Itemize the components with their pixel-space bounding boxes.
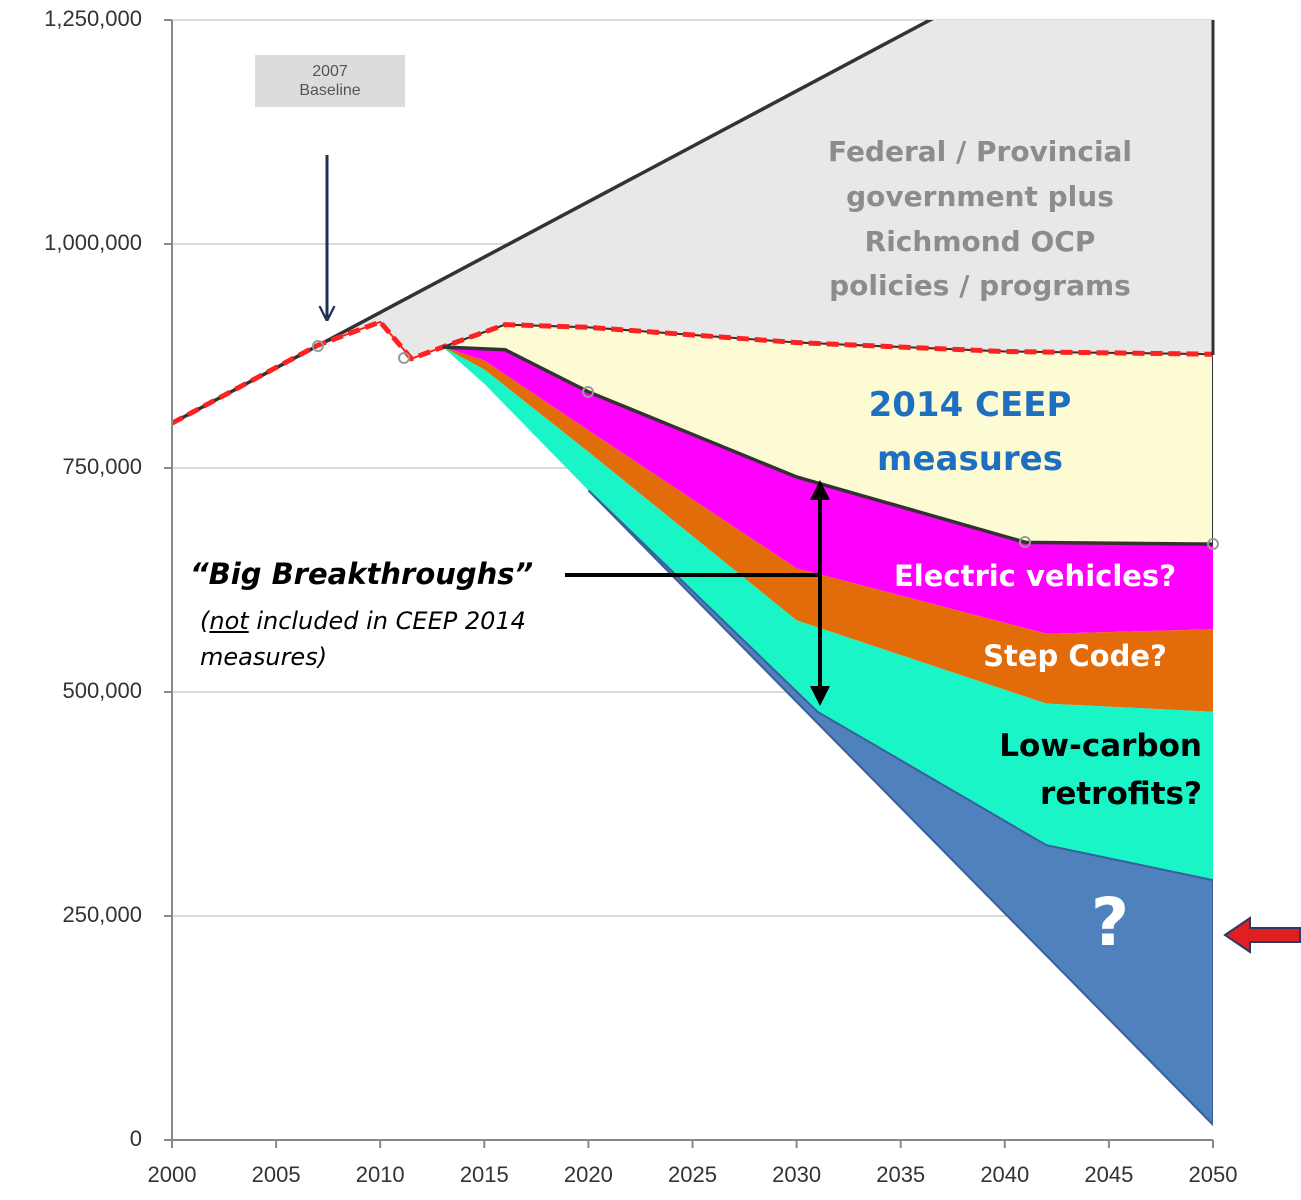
x-tick-label: 2030 [772,1162,821,1187]
note-part: included in CEEP 2014 measures) [200,607,526,671]
pointer-arrow [1223,916,1301,954]
band [587,489,1213,1127]
marker [312,340,324,352]
y-tick-label: 0 [130,1126,142,1151]
band-label: ? [1090,884,1130,961]
x-tick-label: 2045 [1084,1162,1133,1187]
x-tick-label: 2010 [356,1162,405,1187]
series-line [172,20,934,425]
band-label: Low-carbon retrofits? [999,728,1202,813]
ticks: 0 250,000 500,000 750,000 1,000,000 1,250,000… [44,6,1237,1187]
x-tick-label: 2015 [460,1162,509,1187]
band-label: 2014 CEEP measures [868,385,1072,480]
note-part: not [209,607,249,635]
band [442,347,1213,712]
y-tick-label: 1,250,000 [44,6,142,31]
breakthrough-note: (not included in CEEP 2014 measures) [200,603,620,675]
x-tick-label: 2000 [148,1162,197,1187]
y-tick-label: 250,000 [62,902,142,927]
note-part: ( [200,607,210,635]
x-tick-label: 2005 [252,1162,301,1187]
lines [172,20,1213,546]
series-line [442,345,1213,546]
point-markers [312,340,1219,550]
baseline-box: 2007 Baseline [255,55,405,107]
band-label: Federal / Provincial government plus Ric… [827,135,1133,303]
y-tick-label: 500,000 [62,678,142,703]
series-line [172,318,1213,426]
breakthrough-label: “Big Breakthroughs” [190,557,534,591]
band-label: Electric vehicles? [893,559,1177,593]
band-label: Step Code? [983,639,1167,673]
band [442,347,1213,881]
y-tick-label: 750,000 [62,454,142,479]
x-tick-label: 2040 [980,1162,1029,1187]
marker [1207,538,1219,550]
marker [1019,536,1031,548]
x-tick-label: 2035 [876,1162,925,1187]
x-tick-label: 2050 [1189,1162,1238,1187]
baseline-label: 2007 Baseline [299,62,361,99]
x-tick-label: 2025 [668,1162,717,1187]
marker [398,352,410,364]
marker [582,386,594,398]
x-tick-label: 2020 [564,1162,613,1187]
y-tick-label: 1,000,000 [44,230,142,255]
